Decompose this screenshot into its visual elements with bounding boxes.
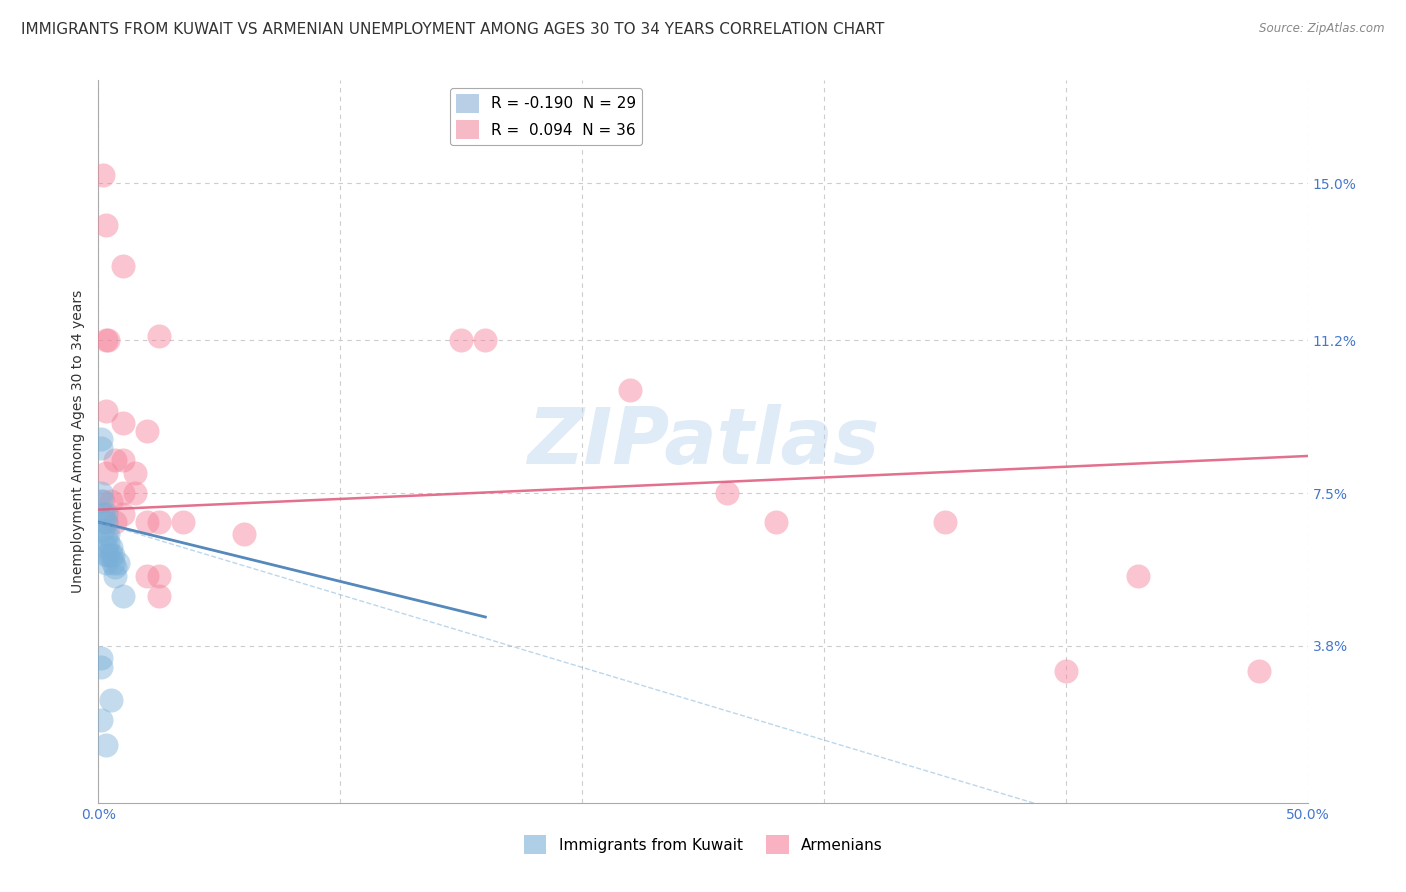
Point [97, 527, 120, 541]
Point [101, 557, 124, 571]
Point [148, 515, 170, 529]
Point [450, 334, 472, 348]
Point [97, 535, 120, 549]
Point [135, 424, 157, 438]
Point [90, 494, 112, 508]
Point [232, 527, 254, 541]
Point [90, 433, 112, 447]
Point [94, 515, 117, 529]
Point [1054, 664, 1077, 678]
Point [148, 568, 170, 582]
Point [765, 515, 787, 529]
Point [94, 540, 117, 554]
Point [619, 383, 641, 397]
Point [100, 692, 122, 706]
Point [90, 441, 112, 455]
Point [94, 557, 117, 571]
Point [94, 527, 117, 541]
Point [94, 548, 117, 562]
Point [94, 403, 117, 417]
Point [104, 453, 127, 467]
Point [100, 494, 122, 508]
Point [94, 738, 117, 752]
Point [97, 548, 120, 562]
Legend: Immigrants from Kuwait, Armenians: Immigrants from Kuwait, Armenians [517, 830, 889, 860]
Point [100, 540, 122, 554]
Point [135, 515, 157, 529]
Point [124, 466, 146, 480]
Point [148, 329, 170, 343]
Point [716, 486, 738, 500]
Point [104, 568, 127, 582]
Point [111, 507, 134, 521]
Point [1128, 568, 1150, 582]
Point [97, 334, 120, 348]
Point [91, 515, 114, 529]
Y-axis label: Unemployment Among Ages 30 to 34 years: Unemployment Among Ages 30 to 34 years [70, 290, 84, 593]
Point [94, 515, 117, 529]
Point [111, 453, 134, 467]
Point [90, 651, 112, 665]
Point [90, 659, 112, 673]
Point [111, 486, 134, 500]
Point [94, 466, 117, 480]
Point [111, 590, 134, 604]
Point [111, 416, 134, 430]
Point [934, 515, 956, 529]
Point [94, 334, 117, 348]
Point [104, 515, 127, 529]
Point [90, 486, 112, 500]
Point [100, 548, 122, 562]
Point [91, 168, 114, 182]
Point [135, 568, 157, 582]
Point [148, 590, 170, 604]
Point [91, 507, 114, 521]
Text: IMMIGRANTS FROM KUWAIT VS ARMENIAN UNEMPLOYMENT AMONG AGES 30 TO 34 YEARS CORREL: IMMIGRANTS FROM KUWAIT VS ARMENIAN UNEMP… [21, 22, 884, 37]
Point [91, 494, 114, 508]
Point [474, 334, 496, 348]
Point [111, 259, 134, 273]
Point [1249, 664, 1271, 678]
Point [172, 515, 194, 529]
Point [124, 486, 146, 500]
Point [90, 713, 112, 727]
Point [107, 557, 129, 571]
Point [94, 218, 117, 232]
Point [104, 560, 127, 574]
Point [94, 507, 117, 521]
Text: Source: ZipAtlas.com: Source: ZipAtlas.com [1260, 22, 1385, 36]
Point [101, 548, 124, 562]
Point [91, 524, 114, 538]
Text: ZIPatlas: ZIPatlas [527, 403, 879, 480]
